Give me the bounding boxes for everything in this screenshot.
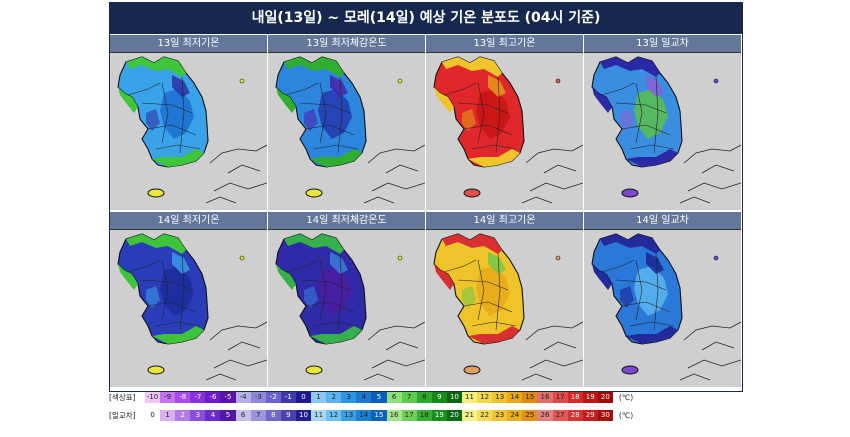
- legend-swatch: 16: [537, 392, 553, 403]
- map-panel: 13일 최고기온: [426, 35, 583, 210]
- legend-swatch: -8: [175, 392, 191, 403]
- legend-swatch: -2: [265, 392, 281, 403]
- legend-swatch: 3: [341, 392, 357, 403]
- legend-swatch: 4: [205, 410, 221, 421]
- map-panel: 14일 최저체감온도: [268, 212, 425, 387]
- range-legend-row: [일교차] 0 1 2 3 4 5 6 7 8 9 10 11 12 13 14 15 16 17 18 19 20 21…: [109, 410, 633, 421]
- temperature-legend-label: [색상표]: [109, 393, 136, 402]
- legend-swatch: -4: [235, 392, 251, 403]
- legend-swatch: 8: [265, 410, 281, 421]
- legend-swatch: 3: [190, 410, 206, 421]
- legend-swatch: 15: [371, 410, 387, 421]
- legend-swatch: -10: [145, 392, 161, 403]
- temperature-map: [268, 52, 425, 210]
- legend-swatch: 25: [522, 410, 538, 421]
- page-title: 내일(13일) ~ 모레(14일) 예상 기온 분포도 (04시 기준): [110, 3, 742, 34]
- legend-swatch: 10: [446, 392, 462, 403]
- map-panel: 14일 최고기온: [426, 212, 583, 387]
- panel-title: 14일 최저체감온도: [268, 212, 425, 229]
- legend-swatch: 30: [597, 410, 613, 421]
- legend-swatch: 8: [416, 392, 432, 403]
- temperature-legend-row: [색상표] -10 -9 -8 -7 -6 -5 -4 -3 -2 -1 0 1 2 3 4 5 6 7 8 9 10 1…: [109, 392, 633, 403]
- legend-swatch: 14: [356, 410, 372, 421]
- legend-swatch: 5: [371, 392, 387, 403]
- legend-swatch: 22: [477, 410, 493, 421]
- legend-swatch: 13: [492, 392, 508, 403]
- legend-swatch: -7: [190, 392, 206, 403]
- legend-swatch: 13: [341, 410, 357, 421]
- legend-swatch: 24: [507, 410, 523, 421]
- legend-swatch: 23: [492, 410, 508, 421]
- map-panel: 13일 최저기온: [110, 35, 267, 210]
- legend-swatch: -5: [220, 392, 236, 403]
- legend-swatch: -3: [250, 392, 266, 403]
- panel-title: 13일 최고기온: [426, 35, 583, 52]
- legend-swatch: 11: [461, 392, 478, 403]
- legend-swatch: 28: [567, 410, 583, 421]
- legend-swatch: 7: [401, 392, 417, 403]
- panel-title: 13일 일교차: [584, 35, 741, 52]
- legend-swatch: -6: [205, 392, 221, 403]
- legend-swatch: 0: [295, 392, 312, 403]
- legend-swatch: 14: [507, 392, 523, 403]
- legend-swatch: 15: [522, 392, 538, 403]
- legend-swatch: 11: [311, 410, 327, 421]
- legend-swatch: 0: [145, 410, 161, 421]
- legend-swatch: 17: [552, 392, 568, 403]
- legend-swatch: 5: [220, 410, 236, 421]
- panel-title: 14일 최고기온: [426, 212, 583, 229]
- legend-swatch: 1: [160, 410, 176, 421]
- map-panel: 14일 일교차: [584, 212, 741, 387]
- legend-swatch: -9: [160, 392, 176, 403]
- legend-swatch: 17: [401, 410, 417, 421]
- legend-swatch: 18: [416, 410, 432, 421]
- legend-swatch: 9: [280, 410, 296, 421]
- temperature-map: [584, 52, 741, 210]
- temperature-map: [426, 52, 583, 210]
- legend-swatch: 2: [326, 392, 342, 403]
- legend-swatch: 9: [431, 392, 447, 403]
- legend-swatch: 20: [597, 392, 613, 403]
- legend-unit: (℃): [618, 411, 634, 420]
- legend-swatch: 10: [295, 410, 312, 421]
- legend-swatch: 26: [537, 410, 553, 421]
- legend-unit: (℃): [618, 393, 634, 402]
- temperature-map: [268, 229, 425, 387]
- legend-swatch: 19: [582, 392, 598, 403]
- legend-swatch: 12: [326, 410, 342, 421]
- forecast-frame: 내일(13일) ~ 모레(14일) 예상 기온 분포도 (04시 기준) 13일…: [109, 2, 743, 392]
- panel-title: 14일 일교차: [584, 212, 741, 229]
- map-panel: 14일 최저기온: [110, 212, 267, 387]
- temperature-map: [584, 229, 741, 387]
- temperature-map: [426, 229, 583, 387]
- legend-swatch: 27: [552, 410, 568, 421]
- legend-swatch: 29: [582, 410, 598, 421]
- legend-swatch: 16: [386, 410, 402, 421]
- range-legend-label: [일교차]: [109, 411, 136, 420]
- temperature-map: [110, 229, 267, 387]
- temperature-map: [110, 52, 267, 210]
- legend-swatch: 12: [477, 392, 493, 403]
- legend-swatch: 2: [175, 410, 191, 421]
- legend-swatch: 4: [356, 392, 372, 403]
- panel-title: 13일 최저기온: [110, 35, 267, 52]
- legend-swatch: 1: [311, 392, 327, 403]
- legend-swatch: -1: [280, 392, 296, 403]
- legend-swatch: 7: [250, 410, 266, 421]
- map-panel: 13일 일교차: [584, 35, 741, 210]
- legend-swatch: 20: [446, 410, 462, 421]
- map-panel: 13일 최저체감온도: [268, 35, 425, 210]
- legend-swatch: 6: [386, 392, 402, 403]
- legend-swatch: 19: [431, 410, 447, 421]
- legend-swatch: 6: [235, 410, 251, 421]
- panel-title: 13일 최저체감온도: [268, 35, 425, 52]
- panel-title: 14일 최저기온: [110, 212, 267, 229]
- legend-swatch: 18: [567, 392, 583, 403]
- legend-swatch: 21: [461, 410, 478, 421]
